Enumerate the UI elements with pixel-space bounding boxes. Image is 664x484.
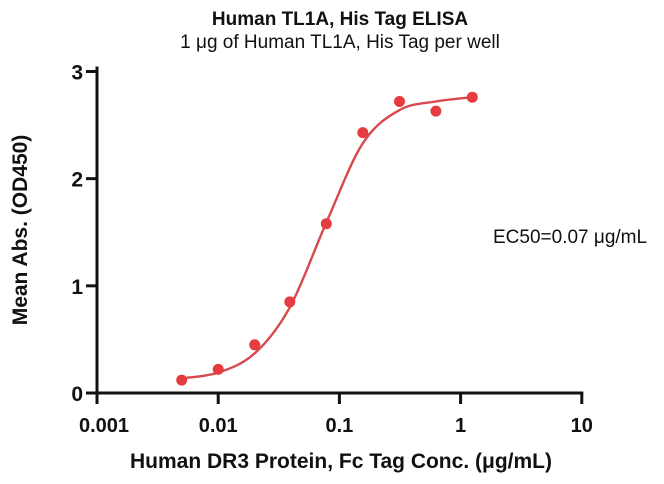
x-tick-label: 0.01 [199, 415, 238, 437]
data-point [430, 105, 442, 117]
data-point [320, 218, 332, 230]
y-tick-label: 0 [71, 383, 83, 406]
data-points [176, 91, 478, 386]
chart-title: Human TL1A, His Tag ELISA [212, 9, 468, 30]
data-point [284, 296, 296, 308]
y-axis-title: Mean Abs. (OD450) [9, 135, 32, 326]
ec50-annotation: EC50=0.07 μg/mL [493, 227, 647, 248]
y-tick-label: 2 [71, 169, 83, 192]
chart-subtitle: 1 μg of Human TL1A, His Tag per well [180, 32, 500, 53]
x-axis-title: Human DR3 Protein, Fc Tag Conc. (μg/mL) [130, 450, 552, 473]
y-tick-label: 1 [71, 276, 83, 299]
x-tick-label: 0.1 [325, 415, 353, 437]
data-point [394, 96, 405, 107]
data-point [466, 91, 478, 103]
data-point [357, 127, 369, 139]
data-point [176, 374, 188, 386]
x-tick-label: 1 [455, 415, 466, 437]
y-tick-label: 3 [71, 61, 83, 84]
axes: 0.001 0.01 0.1 1 10 0 1 2 3 [71, 61, 593, 437]
fit-curve [178, 96, 474, 380]
data-point [249, 339, 261, 351]
x-tick-label: 0.001 [79, 415, 129, 437]
fit-curve-path [178, 96, 474, 380]
x-tick-label: 10 [571, 415, 593, 437]
data-point [212, 363, 224, 375]
